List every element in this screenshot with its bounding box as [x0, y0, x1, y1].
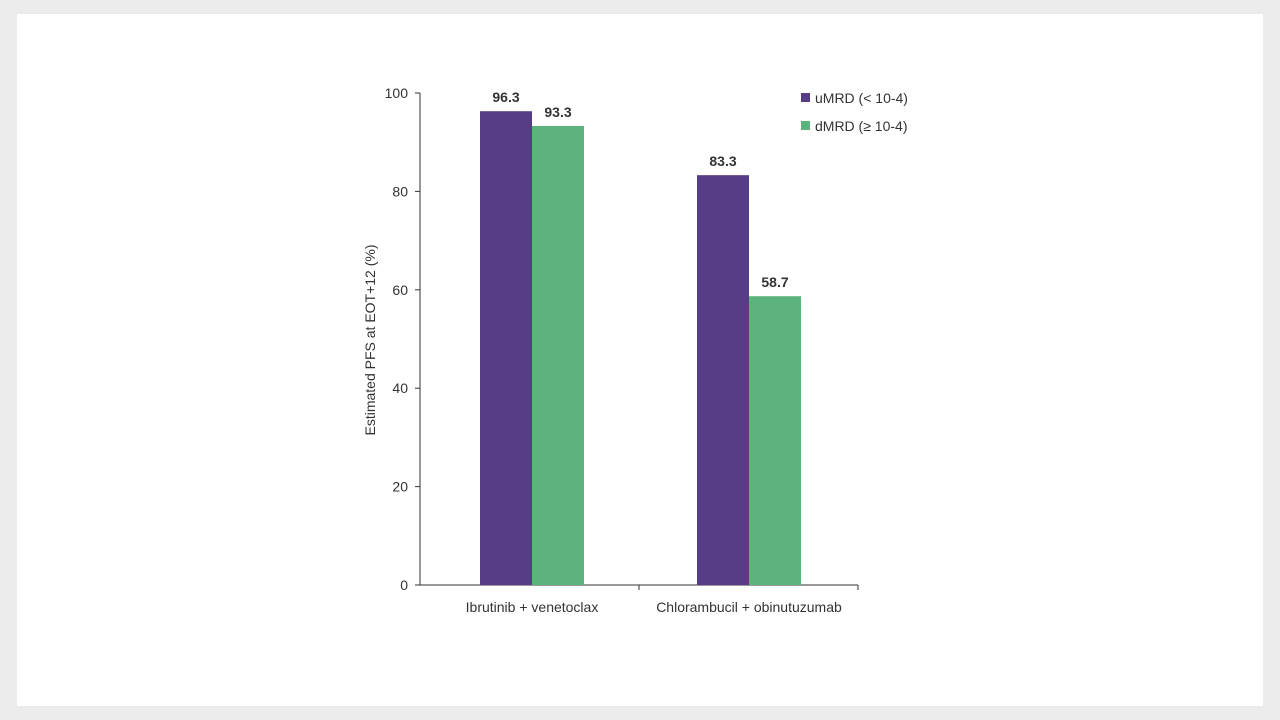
- legend-label: dMRD (≥ 10-4): [815, 118, 907, 134]
- data-label: 83.3: [709, 153, 736, 169]
- y-tick-label: 20: [392, 479, 408, 495]
- bar-dmrd: [532, 125, 584, 586]
- data-label: 96.3: [492, 89, 519, 105]
- category-label: Chlorambucil + obinutuzumab: [656, 599, 842, 615]
- y-tick-label: 100: [385, 85, 409, 101]
- bar-umrd: [697, 175, 749, 585]
- bar-umrd: [480, 111, 532, 585]
- y-tick-label: 0: [400, 577, 408, 593]
- slide-card: [17, 14, 1263, 706]
- y-axis-label: Estimated PFS at EOT+12 (%): [362, 244, 378, 435]
- y-tick-label: 40: [392, 380, 408, 396]
- y-tick-label: 80: [392, 183, 408, 199]
- legend-label: uMRD (< 10-4): [815, 90, 908, 106]
- data-label: 93.3: [544, 104, 571, 120]
- bar-dmrd: [749, 296, 801, 585]
- data-label: 58.7: [761, 274, 788, 290]
- category-label: Ibrutinib + venetoclax: [466, 599, 599, 615]
- legend-swatch: [801, 93, 810, 102]
- y-tick-label: 60: [392, 282, 408, 298]
- legend-swatch: [801, 121, 810, 130]
